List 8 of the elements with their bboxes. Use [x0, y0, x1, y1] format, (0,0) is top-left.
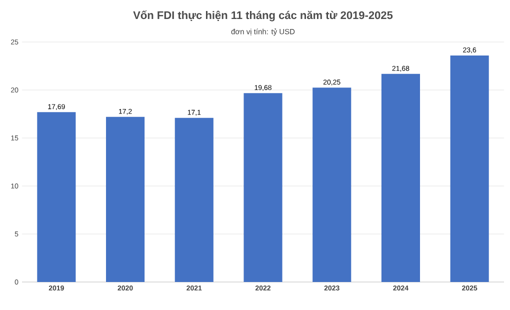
bar	[106, 116, 145, 282]
bar	[381, 74, 420, 282]
chart-title: Vốn FDI thực hiện 11 tháng các năm từ 2019-2025	[133, 10, 393, 22]
bar	[244, 93, 282, 282]
bar	[312, 88, 352, 282]
bar	[37, 112, 76, 282]
bar	[450, 55, 489, 282]
bar	[174, 118, 214, 282]
